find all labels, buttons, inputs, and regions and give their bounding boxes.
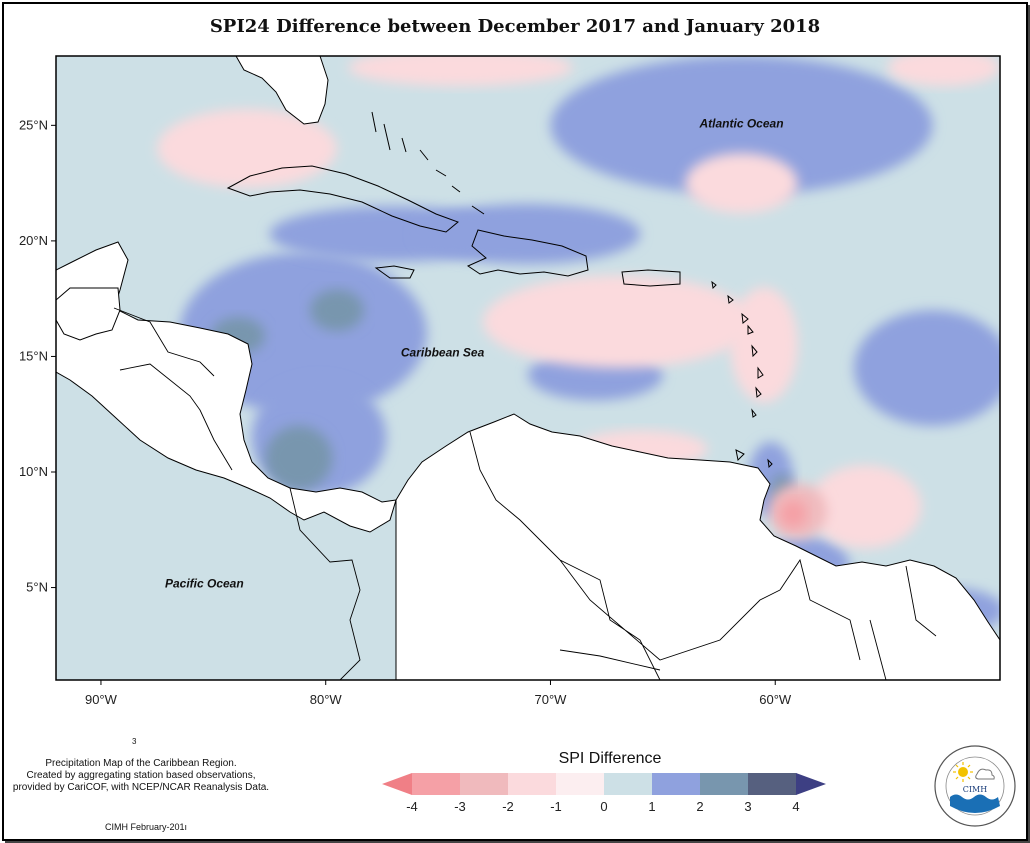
logo-text: CIMH xyxy=(963,785,987,794)
bahamas-islands xyxy=(371,111,485,215)
legend-tick-label: 2 xyxy=(696,799,703,814)
legend-tick-label: 0 xyxy=(600,799,607,814)
cloud-icon xyxy=(975,768,995,780)
legend-tick-label: -4 xyxy=(406,799,418,814)
legend-bin xyxy=(460,773,509,795)
cimh-logo: CIMH xyxy=(933,744,1017,828)
legend-bin xyxy=(412,773,461,795)
region-label-atlantic: Atlantic Ocean xyxy=(699,117,784,131)
lesser-antilles-islands xyxy=(711,280,773,469)
credits-line-1: Precipitation Map of the Caribbean Regio… xyxy=(45,758,237,769)
anomaly-cell-17 xyxy=(348,56,573,87)
anomaly-cell-22 xyxy=(808,465,922,549)
legend-tick-label: 4 xyxy=(792,799,799,814)
central-america-landmass xyxy=(56,241,397,533)
legend-tick-label: -1 xyxy=(550,799,562,814)
legend-title: SPI Difference xyxy=(558,750,662,767)
lon-tick-label: 70°W xyxy=(535,692,568,707)
puerto-rico-island xyxy=(621,269,681,287)
legend-bin xyxy=(700,773,749,795)
latitude-axis: 25°N 20°N 15°N 10°N 5°N xyxy=(19,117,56,595)
country-borders xyxy=(113,307,937,680)
anomaly-cell-16 xyxy=(157,109,337,188)
legend-under-arrow xyxy=(382,773,412,795)
legend-bin xyxy=(748,773,797,795)
cuba-island xyxy=(226,165,459,233)
anomaly-cell-26 xyxy=(779,499,807,528)
footnote: CIMH February-201ı xyxy=(105,822,188,832)
land-layer xyxy=(56,56,1000,680)
region-label-pacific: Pacific Ocean xyxy=(165,577,244,591)
jamaica-island xyxy=(374,265,415,279)
anomaly-cell-6 xyxy=(853,310,1000,426)
anomaly-cell-3 xyxy=(415,203,641,264)
legend-bin xyxy=(556,773,605,795)
legend-bin xyxy=(652,773,701,795)
map-border xyxy=(55,55,1001,681)
sun-icon xyxy=(958,767,968,777)
lat-tick-label: 15°N xyxy=(19,348,48,363)
region-labels: Atlantic Ocean Caribbean Sea Pacific Ocean xyxy=(165,117,784,591)
legend-over-arrow xyxy=(796,773,826,795)
anomaly-cell-19 xyxy=(483,275,753,368)
florida-landmass xyxy=(235,56,329,125)
legend-tick-label: -3 xyxy=(454,799,466,814)
south-america-landmass xyxy=(395,413,1000,680)
lat-tick-label: 25°N xyxy=(19,117,48,132)
anomaly-cell-23 xyxy=(887,56,1000,87)
hispaniola-island xyxy=(466,229,589,277)
legend-tick-label: 1 xyxy=(648,799,655,814)
anomaly-cell-5 xyxy=(550,56,933,195)
credits-block: Precipitation Map of the Caribbean Regio… xyxy=(10,758,272,794)
legend-tick-label: -2 xyxy=(502,799,514,814)
longitude-axis: 90°W 80°W 70°W 60°W xyxy=(85,680,792,707)
map-title: SPI24 Difference between December 2017 a… xyxy=(209,16,821,37)
region-label-caribbean: Caribbean Sea xyxy=(401,345,485,359)
anomaly-cell-11 xyxy=(265,425,333,491)
legend-tick-label: 3 xyxy=(744,799,751,814)
lon-tick-label: 90°W xyxy=(85,692,118,707)
legend-bin xyxy=(604,773,653,795)
lat-tick-label: 20°N xyxy=(19,233,48,248)
anomaly-cell-12 xyxy=(309,289,364,332)
stray-mark: 3 xyxy=(132,737,137,746)
anomaly-cell-20 xyxy=(730,287,798,403)
credits-line-2: Created by aggregating station based obs… xyxy=(26,770,256,781)
lat-tick-label: 10°N xyxy=(19,464,48,479)
sun-rays-icon xyxy=(953,762,973,782)
legend-colorbar: -4 -3 -2 -1 0 1 2 3 4 xyxy=(382,773,826,814)
lat-tick-label: 5°N xyxy=(26,580,48,595)
lon-tick-label: 60°W xyxy=(759,692,792,707)
lon-tick-label: 80°W xyxy=(310,692,343,707)
yucatan-peninsula xyxy=(56,287,121,341)
anomaly-cell-18 xyxy=(685,153,798,214)
waves-icon xyxy=(950,794,1000,813)
legend-bin xyxy=(508,773,557,795)
credits-line-3: provided by CariCOF, with NCEP/NCAR Rean… xyxy=(12,782,270,793)
